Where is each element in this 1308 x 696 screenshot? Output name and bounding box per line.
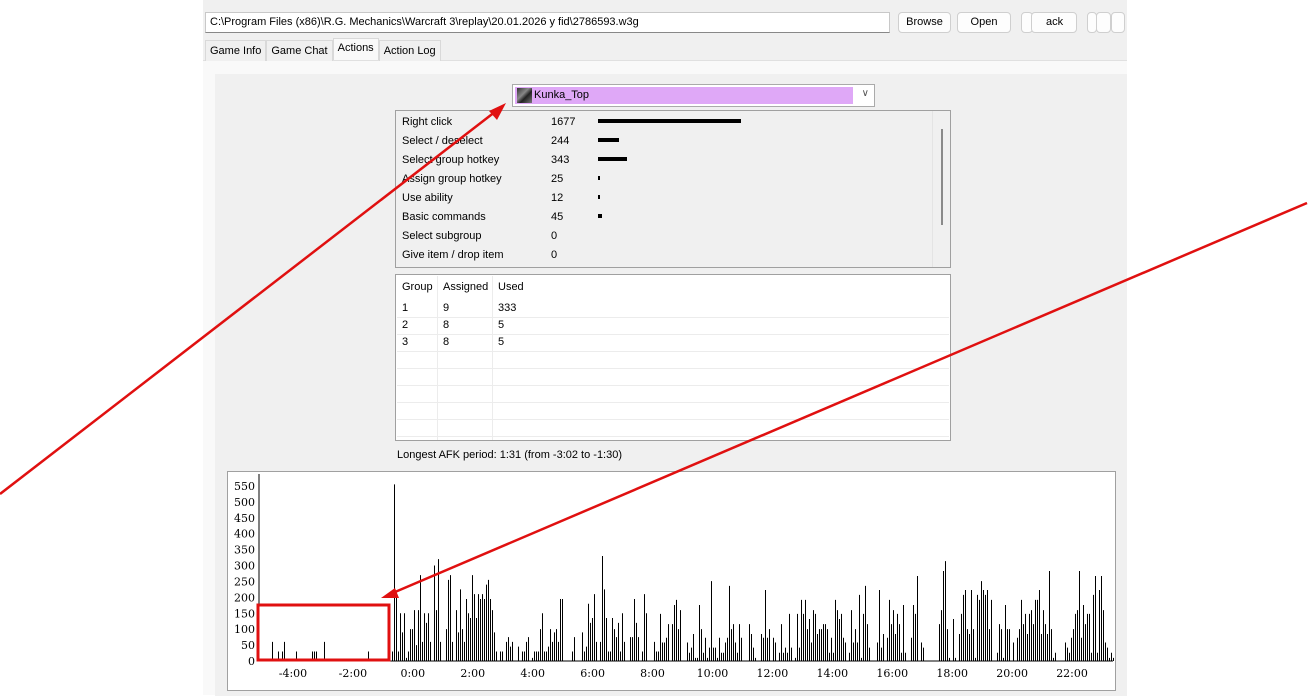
x-tick-label: 12:00 bbox=[757, 667, 789, 680]
scrollbar[interactable] bbox=[941, 129, 943, 225]
x-tick-label: -4:00 bbox=[279, 667, 307, 680]
annotation-arrow-player bbox=[0, 107, 501, 495]
browse-button[interactable]: Browse bbox=[898, 12, 951, 33]
action-label: Select subgroup bbox=[402, 230, 482, 242]
action-stats-list: Right click 1677 Select / deselect 244 Selec… bbox=[395, 110, 951, 268]
y-tick-label: 50 bbox=[241, 639, 255, 652]
x-tick-label: 10:00 bbox=[697, 667, 729, 680]
x-tick-label: 8:00 bbox=[640, 667, 665, 680]
hotkey-groups-table: Group Assigned Used 1 9 333 2 8 5 3 8 5 bbox=[395, 274, 951, 441]
action-count: 1677 bbox=[551, 116, 576, 128]
tab-game-chat[interactable]: Game Chat bbox=[266, 40, 333, 61]
y-tick-label: 500 bbox=[234, 496, 255, 509]
table-cell: 5 bbox=[498, 319, 505, 331]
player-name: Kunka_Top bbox=[534, 89, 590, 101]
x-tick-label: 22:00 bbox=[1056, 667, 1088, 680]
player-color-highlight bbox=[515, 87, 853, 104]
x-tick-label: -2:00 bbox=[339, 667, 367, 680]
table-cell: 8 bbox=[443, 319, 450, 331]
table-cell: 5 bbox=[498, 336, 505, 348]
action-bar bbox=[598, 195, 600, 199]
player-select[interactable]: Kunka_Top ∨ bbox=[512, 84, 875, 107]
y-tick-label: 0 bbox=[248, 655, 255, 668]
table-cell: 1 bbox=[402, 302, 409, 314]
action-label: Give item / drop item bbox=[402, 249, 504, 261]
table-cell: 8 bbox=[443, 336, 450, 348]
table-cell: 9 bbox=[443, 302, 450, 314]
annotation-arrow-chart bbox=[387, 201, 1308, 597]
y-tick-label: 400 bbox=[234, 528, 255, 541]
x-tick-label: 14:00 bbox=[816, 667, 848, 680]
hidden-button-4[interactable] bbox=[1111, 12, 1125, 33]
table-cell: 2 bbox=[402, 319, 409, 331]
y-tick-label: 200 bbox=[234, 591, 255, 604]
player-avatar bbox=[517, 88, 532, 103]
y-tick-label: 550 bbox=[234, 480, 255, 493]
y-tick-label: 250 bbox=[234, 575, 255, 588]
action-count: 25 bbox=[551, 173, 564, 185]
x-tick-label: 18:00 bbox=[936, 667, 968, 680]
action-bar bbox=[598, 214, 602, 218]
tab-actions[interactable]: Actions bbox=[332, 38, 379, 60]
action-count: 0 bbox=[551, 249, 558, 261]
column-header[interactable]: Group bbox=[402, 281, 433, 293]
y-tick-label: 350 bbox=[234, 544, 255, 557]
table-cell: 3 bbox=[402, 336, 409, 348]
back-button[interactable]: ack bbox=[1031, 12, 1077, 33]
y-tick-label: 150 bbox=[234, 607, 255, 620]
action-label: Basic commands bbox=[402, 211, 486, 223]
action-label: Assign group hotkey bbox=[402, 173, 502, 185]
arrowhead-icon bbox=[489, 103, 506, 120]
action-count: 12 bbox=[551, 192, 564, 204]
y-tick-label: 450 bbox=[234, 512, 255, 525]
x-tick-label: 4:00 bbox=[520, 667, 545, 680]
tab-bar: Game Info Game Chat Actions Action Log bbox=[205, 38, 441, 61]
actions-per-minute-chart: 0 50 100 150 200 250 300 350 400 450 500 550 -4:00 -2… bbox=[227, 471, 1116, 691]
action-bar bbox=[598, 157, 628, 161]
tab-action-log[interactable]: Action Log bbox=[378, 40, 441, 61]
table-cell: 333 bbox=[498, 302, 517, 314]
action-bar bbox=[598, 176, 601, 180]
action-count: 244 bbox=[551, 135, 570, 147]
action-count: 0 bbox=[551, 230, 558, 242]
open-button[interactable]: Open bbox=[957, 12, 1011, 33]
action-count: 343 bbox=[551, 154, 570, 166]
x-tick-label: 6:00 bbox=[580, 667, 605, 680]
y-tick-label: 100 bbox=[234, 623, 255, 636]
action-label: Use ability bbox=[402, 192, 453, 204]
action-bar bbox=[598, 138, 619, 142]
chevron-down-icon[interactable]: ∨ bbox=[861, 88, 869, 99]
column-header[interactable]: Assigned bbox=[443, 281, 489, 293]
action-count: 45 bbox=[551, 211, 564, 223]
x-tick-label: 16:00 bbox=[876, 667, 908, 680]
x-tick-label: 20:00 bbox=[996, 667, 1028, 680]
action-label: Right click bbox=[402, 116, 453, 128]
replay-path-input[interactable]: C:\Program Files (x86)\R.G. Mechanics\Wa… bbox=[205, 12, 890, 33]
column-header[interactable]: Used bbox=[498, 281, 524, 293]
hidden-button-3[interactable] bbox=[1096, 12, 1111, 33]
arrowhead-icon bbox=[381, 588, 399, 598]
x-tick-label: 2:00 bbox=[460, 667, 485, 680]
annotation-highlight-box bbox=[256, 603, 391, 662]
action-label: Select group hotkey bbox=[402, 154, 500, 166]
action-bar bbox=[598, 119, 741, 123]
afk-period-text: Longest AFK period: 1:31 (from -3:02 to … bbox=[397, 449, 623, 461]
x-tick-label: 0:00 bbox=[400, 667, 425, 680]
tab-game-info[interactable]: Game Info bbox=[205, 40, 267, 61]
y-tick-label: 300 bbox=[234, 560, 255, 573]
